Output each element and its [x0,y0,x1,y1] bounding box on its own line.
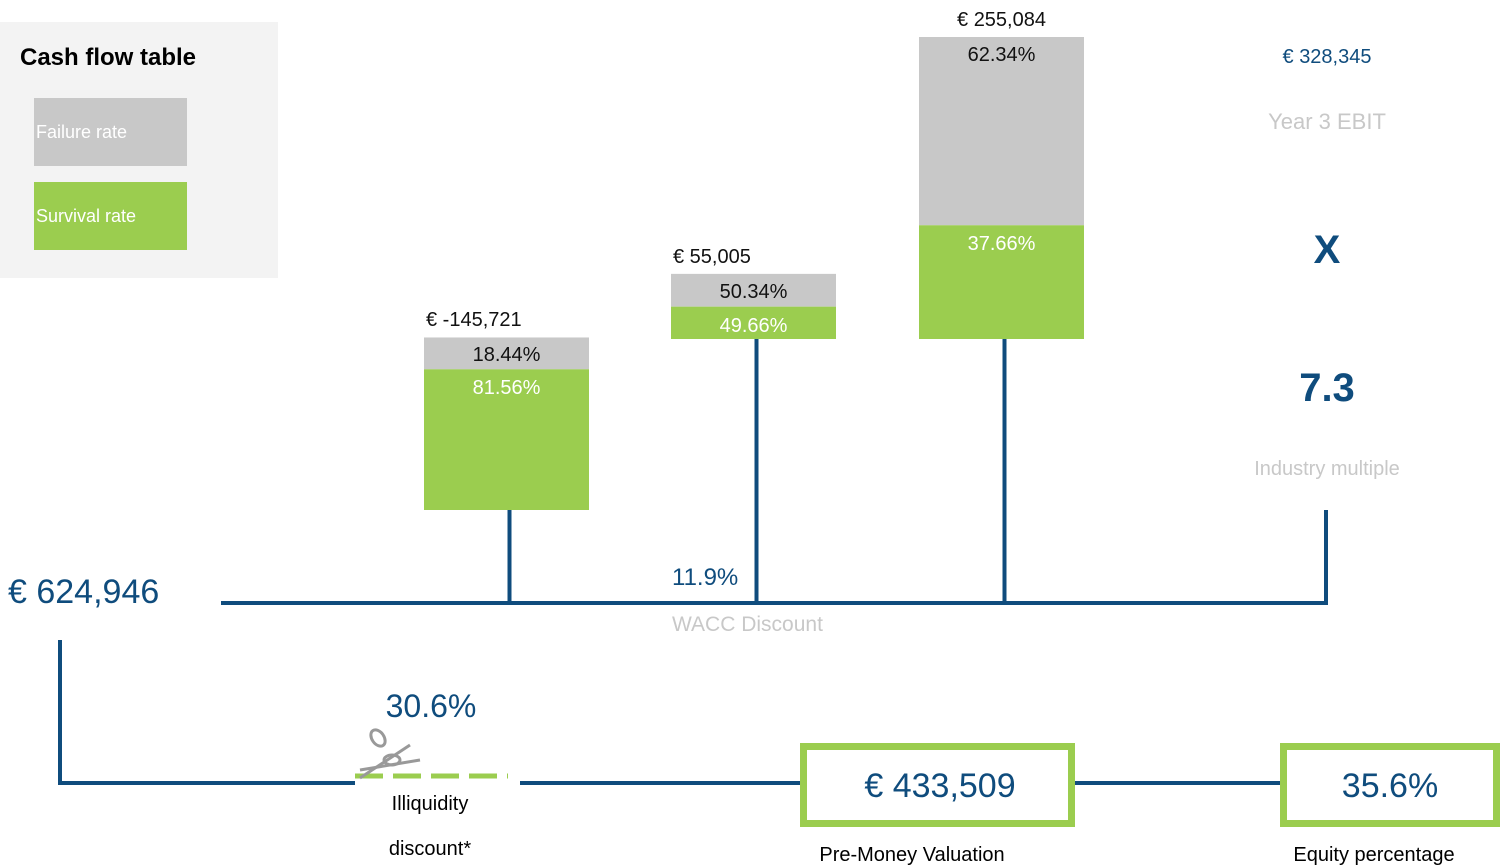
survival-label: 37.66% [967,233,1036,256]
amount-label: € -145,721 [426,309,522,332]
survival-label: 49.66% [719,314,788,337]
ebit-label: Year 3 EBIT [1268,109,1386,134]
failure-label: 18.44% [472,344,541,367]
operator: X [1313,228,1341,272]
wacc-value: 11.9% [672,564,739,591]
illiquidity-label: Illiquidity discount* [388,793,472,860]
survival-segment [424,369,589,510]
ebit-value: € 328,345 [1282,46,1372,68]
equity-box [1280,743,1500,827]
survival-segment [919,225,1084,339]
multiple-label: Industry multiple [1254,458,1400,480]
amount-label: € 255,084 [957,9,1046,31]
pre-money-value: € 433,509 [864,767,1016,805]
failure-segment [919,37,1084,226]
total-value: € 624,946 [8,573,160,611]
equity-value: 35.6% [1341,767,1439,805]
failure-label: 62.34% [967,44,1036,66]
equity-label: Equity percentage [1293,844,1455,866]
legend-failure: Failure rate [36,122,128,142]
legend-failure-swatch [34,98,187,166]
survival-label: 81.56% [472,377,541,400]
legend-title: Cash flow table [20,44,197,71]
multiple-value: 7.3 [1299,366,1355,410]
illiquidity-value: 30.6% [385,688,477,724]
legend-survival: Survival rate [36,206,137,226]
amount-label: € 55,005 [673,245,751,268]
connectors [58,510,1328,785]
survival-segment [671,306,836,339]
failure-segment [424,337,589,370]
scissors-icon [359,728,421,780]
legend-survival-swatch [34,182,187,250]
wacc-label: WACC Discount [672,613,823,636]
pre-money-label: Pre-Money Valuation [819,844,1005,866]
pre-money-box [800,743,1075,827]
failure-label: 50.34% [719,280,788,303]
failure-segment [671,273,836,307]
